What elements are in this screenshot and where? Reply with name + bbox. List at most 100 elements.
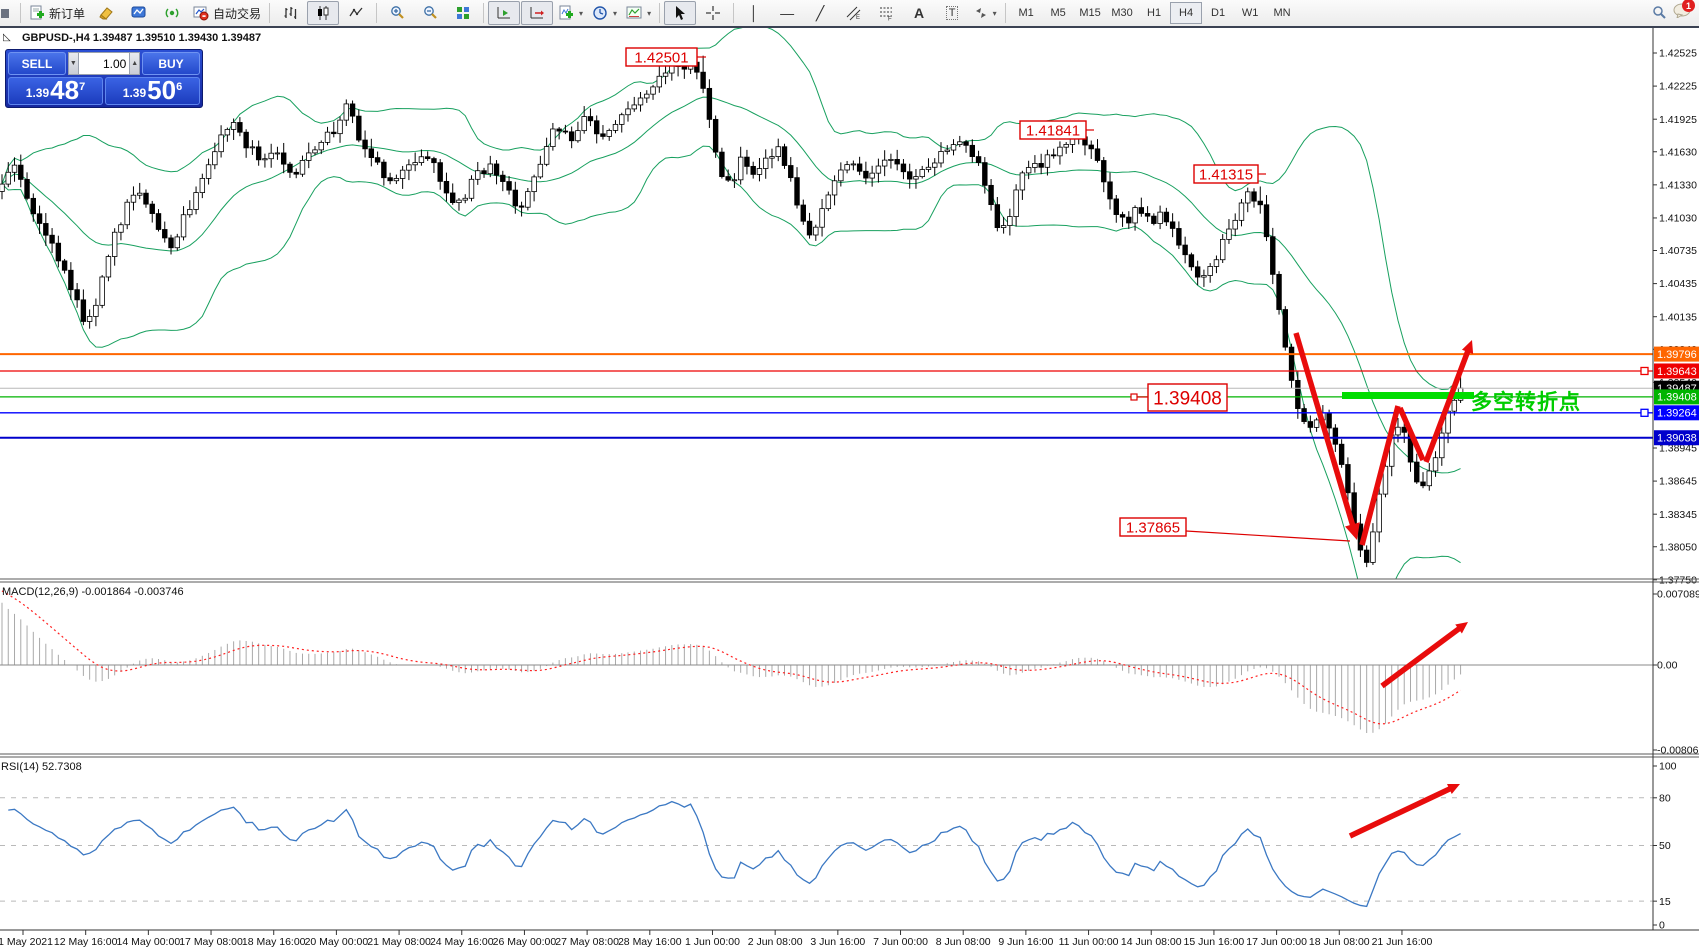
svg-text:26 May 00:00: 26 May 00:00 xyxy=(493,936,557,948)
zoom-out-icon xyxy=(424,6,437,19)
timeframe-d1[interactable]: D1 xyxy=(1211,7,1226,19)
svg-text:-0.008063: -0.008063 xyxy=(1657,745,1699,757)
crosshair-tool-button[interactable] xyxy=(697,1,729,25)
eraser-icon xyxy=(99,7,113,20)
signal-icon xyxy=(165,8,179,18)
volume-spinner: ▼ ▲ xyxy=(68,52,141,75)
horizontal-line-tool[interactable]: — xyxy=(780,5,795,21)
history-center-button[interactable] xyxy=(90,1,122,25)
cursor-tool-button[interactable] xyxy=(664,1,697,25)
templates-button[interactable]: ▾ xyxy=(622,1,655,25)
new-order-button[interactable]: 新订单 xyxy=(25,1,89,25)
price-annotations[interactable]: 1.42501 1.41841 1.41315 1.39408 1.37865 xyxy=(625,47,1351,542)
zoom-out-button[interactable] xyxy=(414,1,446,25)
metaeditor-button[interactable] xyxy=(123,1,155,25)
buy-button[interactable]: BUY xyxy=(142,52,200,75)
candles xyxy=(0,55,1464,568)
timeframe-m15[interactable]: M15 xyxy=(1079,7,1101,19)
label-tool[interactable]: T xyxy=(936,1,968,25)
autotrading-button[interactable]: 自动交易 xyxy=(189,1,265,25)
svg-text:1.42525: 1.42525 xyxy=(1659,48,1697,60)
trend-arrows[interactable] xyxy=(1293,332,1474,546)
sell-price-small: 1.39 xyxy=(25,85,50,100)
svg-text:17 Jun 00:00: 17 Jun 00:00 xyxy=(1246,936,1307,948)
timeframe-w1[interactable]: W1 xyxy=(1241,7,1259,19)
candlestick-chart-button[interactable] xyxy=(307,1,340,25)
timeframe-h1[interactable]: H1 xyxy=(1147,7,1162,19)
buy-price-small: 1.39 xyxy=(122,85,147,100)
bar-chart-button[interactable] xyxy=(274,1,306,25)
pane-separators[interactable] xyxy=(0,578,1699,758)
search-icon[interactable] xyxy=(1651,5,1667,21)
timeframe-m30[interactable]: M30 xyxy=(1111,7,1133,19)
macd-pane xyxy=(0,590,1653,733)
timeframe-group: M1 M5 M15 M30 H1 H4 D1 W1 MN xyxy=(1010,2,1298,24)
channel-tool[interactable]: E xyxy=(837,1,869,25)
svg-text:E: E xyxy=(856,15,860,21)
vertical-line-tool[interactable]: │ xyxy=(749,5,759,21)
support-highlight-bar[interactable] xyxy=(1342,392,1474,399)
svg-text:1.41630: 1.41630 xyxy=(1659,146,1697,158)
buy-price-display[interactable]: 1.39 50 6 xyxy=(105,77,200,105)
svg-text:1.40735: 1.40735 xyxy=(1659,245,1697,257)
chevron-down-icon: ▾ xyxy=(992,8,997,18)
tile-windows-button[interactable] xyxy=(447,1,479,25)
auto-scroll-icon xyxy=(497,7,511,19)
fibonacci-tool[interactable]: F xyxy=(870,1,902,25)
chart-shift-button[interactable] xyxy=(521,1,554,25)
buy-price-big: 50 xyxy=(147,75,177,105)
arrows-tool[interactable]: ▾ xyxy=(969,1,1001,25)
svg-text:1.40135: 1.40135 xyxy=(1659,311,1697,323)
svg-text:1.41925: 1.41925 xyxy=(1659,114,1697,126)
zoom-in-icon xyxy=(391,6,404,19)
monitor-icon xyxy=(131,6,146,18)
auto-scroll-button[interactable] xyxy=(488,1,521,25)
timeframe-mn[interactable]: MN xyxy=(1273,7,1291,19)
notifications-button[interactable]: 1 xyxy=(1673,0,1695,23)
notification-badge: 1 xyxy=(1682,0,1695,12)
channel-icon: E xyxy=(846,6,861,21)
timeframe-h4[interactable]: H4 xyxy=(1170,2,1203,24)
text-tool[interactable]: A xyxy=(914,5,925,21)
signals-button[interactable] xyxy=(156,1,188,25)
svg-text:0.007089: 0.007089 xyxy=(1657,589,1699,601)
one-click-trading-panel: SELL ▼ ▲ BUY 1.39 48 7 1.39 50 6 xyxy=(5,49,203,108)
svg-text:1.39796: 1.39796 xyxy=(1657,349,1697,361)
timeframe-m1[interactable]: M1 xyxy=(1018,7,1034,19)
svg-text:1.39408: 1.39408 xyxy=(1153,388,1222,409)
sell-button[interactable]: SELL xyxy=(8,52,66,75)
rsi-pane xyxy=(0,797,1653,908)
add-indicator-button[interactable]: ▾ xyxy=(554,1,587,25)
timeframe-m5[interactable]: M5 xyxy=(1050,7,1066,19)
svg-text:1 Jun 00:00: 1 Jun 00:00 xyxy=(685,936,740,948)
symbol-ohlc-readout: GBPUSD-,H4 1.39487 1.39510 1.39430 1.394… xyxy=(22,32,262,44)
svg-text:1.39038: 1.39038 xyxy=(1657,433,1697,445)
trendline-tool[interactable]: ╱ xyxy=(815,5,825,21)
periods-button[interactable]: ▾ xyxy=(588,1,621,25)
volume-decrease-button[interactable]: ▼ xyxy=(68,52,79,75)
volume-increase-button[interactable]: ▲ xyxy=(129,52,141,75)
line-chart-button[interactable] xyxy=(340,1,372,25)
separator xyxy=(659,3,661,23)
macd-arrow[interactable] xyxy=(1380,622,1468,689)
svg-text:18 May 16:00: 18 May 16:00 xyxy=(242,936,306,948)
sell-price-sup: 7 xyxy=(79,81,86,93)
rsi-arrow[interactable] xyxy=(1348,784,1460,839)
svg-text:1.42501: 1.42501 xyxy=(634,49,688,66)
svg-text:1.39408: 1.39408 xyxy=(1657,392,1697,404)
buy-price-sup: 6 xyxy=(176,81,183,93)
sell-price-display[interactable]: 1.39 48 7 xyxy=(8,77,103,105)
autotrading-icon xyxy=(193,6,209,21)
zoom-in-button[interactable] xyxy=(381,1,413,25)
svg-text:1.38050: 1.38050 xyxy=(1659,541,1697,553)
separator xyxy=(483,3,485,23)
bull-bear-turning-point-note[interactable]: 多空转折点 xyxy=(1471,391,1581,414)
svg-text:1.39643: 1.39643 xyxy=(1657,366,1697,378)
svg-text:14 Jun 08:00: 14 Jun 08:00 xyxy=(1121,936,1182,948)
svg-text:20 May 00:00: 20 May 00:00 xyxy=(305,936,369,948)
volume-input[interactable] xyxy=(78,52,130,75)
svg-text:1.38645: 1.38645 xyxy=(1659,476,1697,488)
svg-text:1.41030: 1.41030 xyxy=(1659,213,1697,225)
